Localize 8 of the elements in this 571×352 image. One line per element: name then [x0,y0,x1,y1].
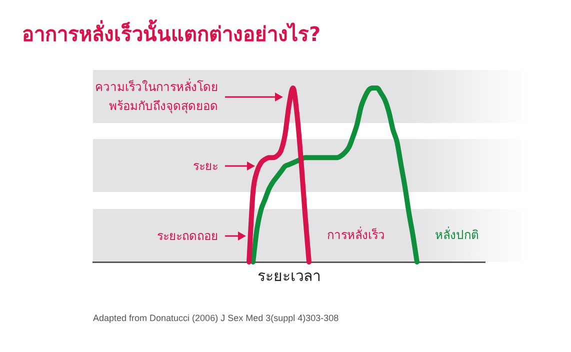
x-axis-title: ระยะเวลา [258,266,320,285]
annotation: ความเร็วในการหลั่งโดย พร้อมกับถึงจุดสุดยอด [95,78,218,116]
annotation: ระยะ [193,158,218,174]
text: Adapted from Donatucci (2006) J Sex Med 3(suppl 4)303-308 [93,313,339,323]
series-label: หลั่งปกติ [435,226,479,242]
series-label: การหลั่งเร็ว [327,226,385,242]
annotation: ระยะถดถอย [157,228,218,245]
chart-title: อาการหลั่งเร็วนั้นแตกต่างอย่างไร? [22,18,321,48]
